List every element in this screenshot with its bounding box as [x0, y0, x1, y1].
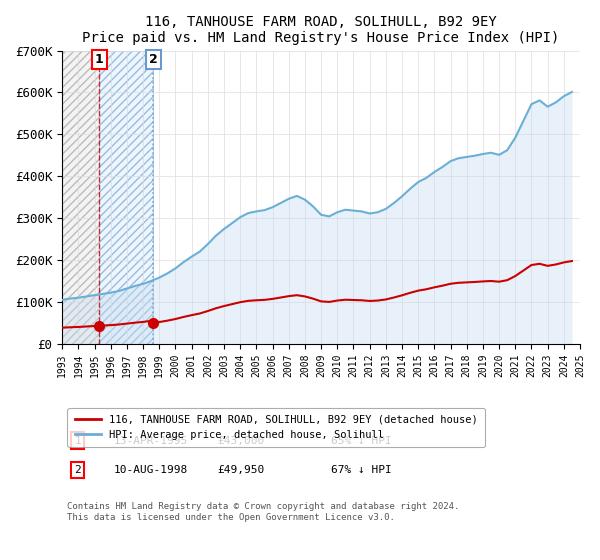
Bar — [62, 50, 100, 344]
Bar — [100, 50, 153, 344]
Text: 2: 2 — [74, 465, 81, 475]
Legend: 116, TANHOUSE FARM ROAD, SOLIHULL, B92 9EY (detached house), HPI: Average price,: 116, TANHOUSE FARM ROAD, SOLIHULL, B92 9… — [67, 408, 485, 447]
Text: 2: 2 — [149, 53, 158, 66]
Bar — [62, 50, 100, 344]
Text: 13-APR-1995: 13-APR-1995 — [114, 436, 188, 446]
Text: Contains HM Land Registry data © Crown copyright and database right 2024.
This d: Contains HM Land Registry data © Crown c… — [67, 502, 460, 521]
Text: £49,950: £49,950 — [218, 465, 265, 475]
Text: 65% ↓ HPI: 65% ↓ HPI — [331, 436, 392, 446]
Text: 1: 1 — [95, 53, 104, 66]
Text: 10-AUG-1998: 10-AUG-1998 — [114, 465, 188, 475]
Title: 116, TANHOUSE FARM ROAD, SOLIHULL, B92 9EY
Price paid vs. HM Land Registry's Hou: 116, TANHOUSE FARM ROAD, SOLIHULL, B92 9… — [82, 15, 560, 45]
Text: 1: 1 — [74, 436, 81, 446]
Text: £43,000: £43,000 — [218, 436, 265, 446]
Bar — [100, 50, 153, 344]
Text: 67% ↓ HPI: 67% ↓ HPI — [331, 465, 392, 475]
